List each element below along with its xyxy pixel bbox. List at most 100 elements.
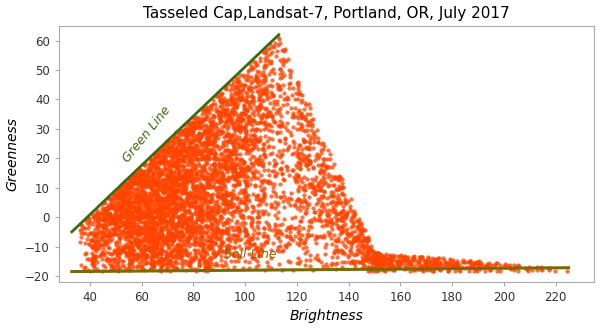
Point [178, 189, 188, 194]
Point [208, 243, 217, 248]
Point [179, 198, 188, 203]
Point [320, 169, 329, 174]
Point [395, 260, 404, 266]
Point [160, 177, 169, 183]
Point [215, 162, 225, 167]
Point [90, 239, 100, 244]
Point [255, 106, 265, 111]
Point [351, 218, 361, 223]
Point [536, 265, 546, 270]
Point [162, 204, 172, 209]
Point [86, 237, 95, 242]
Point [152, 165, 162, 171]
Point [338, 248, 347, 254]
Point [146, 244, 156, 249]
Point [442, 261, 452, 266]
Point [389, 266, 399, 271]
Point [172, 256, 181, 261]
Point [146, 216, 156, 221]
Point [246, 80, 256, 85]
Point [322, 163, 331, 168]
Point [133, 241, 143, 246]
Point [391, 258, 401, 264]
Point [223, 235, 233, 240]
Point [106, 200, 116, 205]
Point [262, 54, 272, 59]
Point [254, 95, 264, 100]
Point [372, 254, 382, 260]
Point [133, 216, 142, 221]
Point [311, 174, 321, 180]
Point [233, 234, 242, 239]
Point [366, 243, 376, 248]
Point [148, 238, 158, 243]
Point [124, 252, 134, 257]
Point [183, 128, 193, 133]
Point [255, 55, 265, 60]
Point [288, 167, 298, 173]
Point [268, 67, 278, 72]
Point [204, 184, 214, 189]
Point [179, 180, 188, 185]
Point [200, 162, 209, 167]
Point [409, 268, 418, 273]
Point [318, 169, 328, 174]
Point [193, 194, 203, 199]
Point [115, 216, 124, 222]
Point [175, 195, 185, 200]
Point [274, 148, 284, 154]
Point [116, 224, 125, 229]
Point [102, 212, 112, 217]
Point [139, 243, 149, 249]
Point [152, 154, 161, 159]
Point [202, 139, 212, 145]
Point [277, 159, 287, 164]
Point [167, 184, 176, 190]
Point [208, 141, 218, 146]
Point [205, 234, 214, 239]
Point [215, 244, 225, 250]
Point [196, 119, 205, 124]
Point [259, 121, 268, 127]
Point [187, 170, 196, 175]
Point [304, 201, 313, 207]
Point [169, 259, 179, 264]
Point [149, 156, 159, 161]
Point [169, 237, 179, 242]
Point [287, 215, 296, 221]
Point [240, 227, 250, 233]
Point [172, 234, 181, 239]
Point [298, 185, 307, 190]
Point [98, 234, 107, 239]
Point [205, 181, 215, 186]
Point [222, 166, 232, 172]
Point [116, 250, 125, 256]
Point [301, 200, 310, 205]
Point [244, 214, 253, 219]
Point [299, 174, 309, 179]
Point [261, 125, 271, 130]
Point [280, 125, 289, 130]
Point [136, 206, 145, 211]
Point [369, 249, 379, 254]
Point [173, 165, 182, 171]
Point [152, 221, 161, 226]
Point [179, 147, 188, 152]
Point [181, 132, 190, 137]
Point [188, 230, 198, 235]
Point [151, 237, 161, 242]
Point [106, 256, 115, 262]
Point [384, 260, 394, 265]
Point [240, 165, 250, 170]
Point [290, 203, 300, 208]
Point [141, 217, 151, 222]
Point [505, 266, 515, 271]
Point [202, 191, 212, 197]
Point [281, 96, 290, 102]
Point [182, 191, 191, 197]
Point [313, 199, 323, 204]
Point [170, 197, 179, 202]
Point [99, 222, 109, 228]
Point [130, 256, 140, 261]
Point [254, 89, 263, 94]
